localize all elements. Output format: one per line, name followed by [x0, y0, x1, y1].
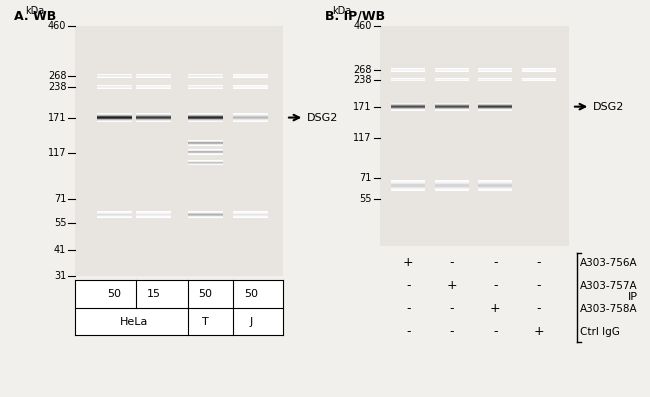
Text: 171: 171 [354, 102, 372, 112]
Text: 71: 71 [359, 173, 372, 183]
Text: IP: IP [627, 292, 638, 303]
Text: -: - [406, 303, 410, 315]
Text: +: + [447, 279, 457, 292]
Text: J: J [250, 316, 252, 327]
Text: 15: 15 [146, 289, 161, 299]
Text: -: - [450, 256, 454, 269]
Text: +: + [490, 303, 501, 315]
Text: 268: 268 [48, 71, 66, 81]
Text: A. WB: A. WB [14, 10, 57, 23]
Text: -: - [537, 256, 541, 269]
Text: A303-758A: A303-758A [580, 304, 638, 314]
Text: 31: 31 [54, 271, 66, 281]
Bar [380, 26, 569, 246]
Text: kDa: kDa [25, 6, 44, 16]
Text: 41: 41 [54, 245, 66, 255]
Text: -: - [493, 279, 497, 292]
Text: A303-756A: A303-756A [580, 258, 638, 268]
Text: -: - [537, 279, 541, 292]
Text: T: T [202, 316, 209, 327]
Text: -: - [493, 326, 497, 338]
Text: 171: 171 [48, 113, 66, 123]
Text: +: + [534, 326, 544, 338]
Text: HeLa: HeLa [120, 316, 148, 327]
Text: -: - [406, 279, 410, 292]
Text: DSG2: DSG2 [593, 102, 624, 112]
Text: 50: 50 [244, 289, 258, 299]
Text: 460: 460 [354, 21, 372, 31]
Text: -: - [450, 326, 454, 338]
Text: 460: 460 [48, 21, 66, 31]
Text: DSG2: DSG2 [307, 113, 338, 123]
Text: -: - [450, 303, 454, 315]
Text: 238: 238 [354, 75, 372, 85]
Text: +: + [403, 256, 413, 269]
Text: A303-757A: A303-757A [580, 281, 638, 291]
Text: 55: 55 [54, 218, 66, 228]
Bar [75, 26, 283, 276]
Text: -: - [537, 303, 541, 315]
Text: B. IP/WB: B. IP/WB [325, 10, 385, 23]
Text: 50: 50 [198, 289, 213, 299]
Text: 50: 50 [107, 289, 122, 299]
Text: 238: 238 [48, 82, 66, 92]
Text: 55: 55 [359, 194, 372, 204]
Text: 71: 71 [54, 194, 66, 204]
Bar [75, 280, 283, 335]
Text: -: - [493, 256, 497, 269]
Text: 117: 117 [48, 148, 66, 158]
Text: 268: 268 [354, 65, 372, 75]
Text: kDa: kDa [332, 6, 351, 16]
Text: 117: 117 [354, 133, 372, 143]
Text: -: - [406, 326, 410, 338]
Text: Ctrl IgG: Ctrl IgG [580, 327, 619, 337]
